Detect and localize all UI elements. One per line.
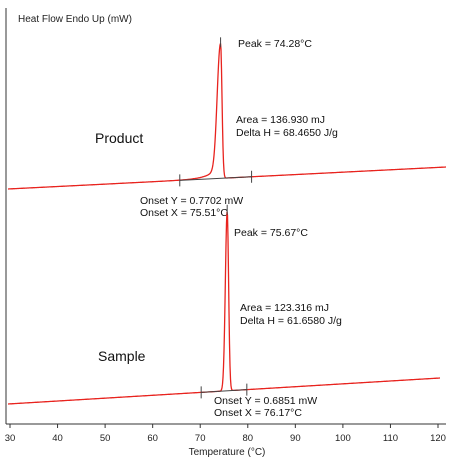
x-tick-label: 30 [5,433,16,444]
product-onset-y-label: Onset Y = 0.7702 mW [140,195,243,207]
x-tick-label: 60 [147,433,158,444]
sample-curve [8,211,440,405]
product-baseline [179,176,252,181]
product-series-label: Product [95,130,143,146]
x-tick-label: 50 [100,433,111,444]
x-tick-label: 80 [242,433,253,444]
x-tick-label: 110 [383,433,398,444]
sample-peak-label: Peak = 75.67°C [234,227,308,239]
x-tick-label: 120 [430,433,446,444]
x-axis-label: Temperature (°C) [189,447,266,458]
sample-delta-h-label: Delta H = 61.6580 J/g [240,315,342,327]
sample-onset-y-label: Onset Y = 0.6851 mW [214,395,317,407]
sample-onset-x-label: Onset X = 76.17°C [214,407,302,419]
x-tick-label: 100 [335,433,351,444]
product-series: Product Peak = 74.28°C Area = 136.930 mJ… [8,37,446,219]
sample-series: Sample Peak = 75.67°C Area = 123.316 mJ … [8,204,440,419]
product-delta-h-label: Delta H = 68.4650 J/g [236,127,338,139]
sample-series-label: Sample [98,348,146,364]
product-curve [8,43,446,190]
x-tick-label: 70 [195,433,206,444]
product-onset-x-label: Onset X = 75.51°C [140,207,228,219]
sample-baseline [201,389,247,393]
sample-area-label: Area = 123.316 mJ [240,302,329,314]
x-tick-label: 90 [290,433,301,444]
product-area-label: Area = 136.930 mJ [236,114,325,126]
y-axis-label: Heat Flow Endo Up (mW) [18,14,132,25]
product-peak-label: Peak = 74.28°C [238,38,312,50]
x-tick-label: 40 [52,433,63,444]
x-axis-ticks: 30 40 50 60 70 80 90 100 110 120 [5,424,446,444]
